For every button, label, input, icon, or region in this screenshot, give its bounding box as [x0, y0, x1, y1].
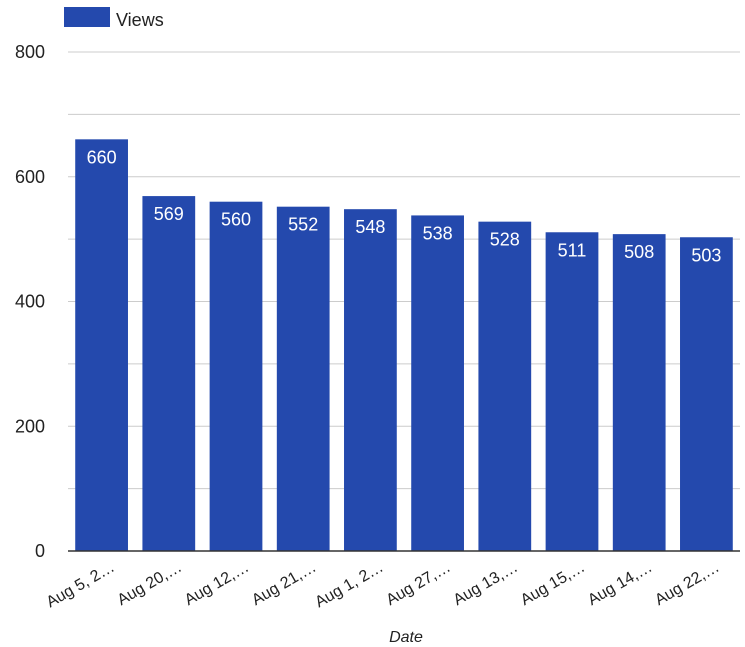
- bar: [75, 139, 128, 551]
- x-tick-label: Aug 1, 2…: [312, 559, 386, 612]
- bar-value-label: 508: [624, 242, 654, 262]
- y-tick-label: 800: [15, 42, 45, 62]
- x-tick-label: Aug 21,…: [249, 559, 319, 609]
- bar: [680, 237, 733, 551]
- x-tick-label: Aug 5, 2…: [44, 559, 118, 612]
- bar-value-label: 503: [691, 245, 721, 265]
- bar-value-label: 552: [288, 215, 318, 235]
- bar: [276, 206, 330, 551]
- x-tick-label: Aug 13,…: [451, 559, 521, 609]
- legend-swatch-views: [64, 7, 110, 27]
- bar-value-label: 538: [423, 223, 453, 243]
- bar: [545, 232, 599, 552]
- x-axis-title: Date: [389, 629, 423, 646]
- y-axis-tick-labels: 0 200 400 600 800: [15, 42, 45, 561]
- legend-label-views: Views: [116, 10, 164, 30]
- bar: [209, 201, 263, 551]
- bar: [411, 215, 464, 552]
- x-tick-label: Aug 22,…: [652, 559, 722, 609]
- legend: Views: [64, 7, 164, 30]
- x-tick-label: Aug 12,…: [182, 559, 252, 609]
- bars: [75, 139, 733, 552]
- bar-value-label: 548: [355, 217, 385, 237]
- bar: [612, 234, 666, 551]
- bar: [478, 221, 532, 551]
- bar-value-labels: 660 569 560 552 548 538 528 511 508 503: [87, 147, 722, 265]
- bar-value-label: 528: [490, 230, 520, 250]
- x-tick-label: Aug 27,…: [383, 559, 453, 609]
- x-axis-tick-labels: Aug 5, 2…Aug 20,…Aug 12,…Aug 21,…Aug 1, …: [44, 559, 723, 612]
- bar-value-label: 660: [87, 147, 117, 167]
- x-tick-label: Aug 15,…: [518, 559, 588, 609]
- bar: [142, 196, 196, 551]
- x-tick-label: Aug 20,…: [115, 559, 185, 609]
- bar-value-label: 569: [154, 204, 184, 224]
- bar: [344, 209, 397, 551]
- y-tick-label: 200: [15, 416, 45, 436]
- y-tick-label: 0: [35, 541, 45, 561]
- y-tick-label: 400: [15, 292, 45, 312]
- x-tick-label: Aug 14,…: [585, 559, 655, 609]
- bar-value-label: 560: [221, 210, 251, 230]
- bar-value-label: 511: [558, 240, 587, 260]
- y-tick-label: 600: [15, 167, 45, 187]
